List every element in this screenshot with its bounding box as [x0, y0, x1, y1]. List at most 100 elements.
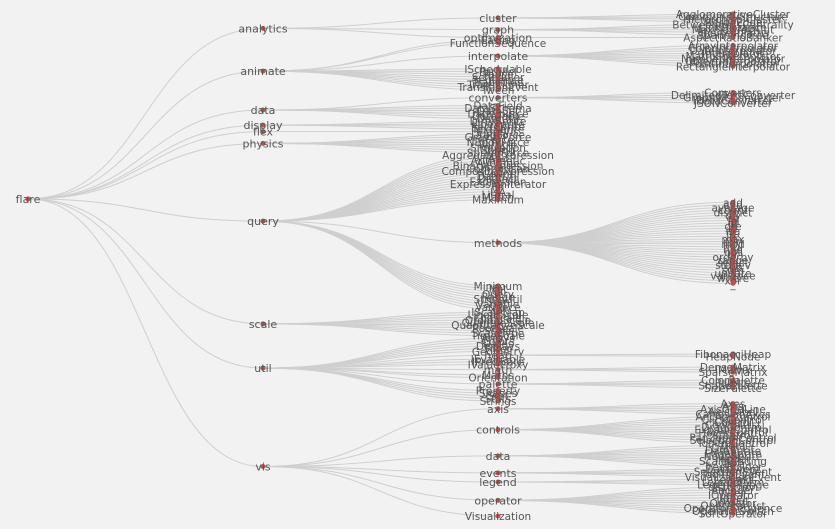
node-dot[interactable]: [730, 63, 736, 69]
tree-node-palette[interactable]: palette: [479, 378, 518, 391]
tree-node-events[interactable]: events: [479, 467, 516, 480]
tree-node-data[interactable]: data: [486, 450, 511, 463]
tree-node-data[interactable]: data: [251, 104, 276, 117]
node-label: Tween: [481, 85, 515, 97]
tree-node-interpolate[interactable]: interpolate: [468, 50, 528, 63]
tree-node-strings[interactable]: Strings: [480, 396, 517, 408]
tree-link: [27, 70, 264, 200]
tree-node-cluster[interactable]: cluster: [479, 12, 517, 25]
tree-link: [262, 220, 499, 287]
node-dot[interactable]: [495, 479, 501, 485]
node-dot[interactable]: [730, 385, 736, 391]
node-label: flex: [253, 126, 274, 139]
tree-link: [497, 481, 734, 486]
tree-node-heapnode[interactable]: HeapNode: [706, 352, 761, 364]
node-dot[interactable]: [495, 15, 501, 21]
node-dot[interactable]: [730, 369, 736, 375]
node-dot[interactable]: [730, 100, 736, 106]
node-dot[interactable]: [495, 453, 501, 459]
tree-link: [262, 455, 499, 468]
node-dot[interactable]: [260, 321, 266, 327]
tree-node-legend[interactable]: legend: [479, 476, 517, 489]
tree-node-rectangleinterpolator[interactable]: RectangleInterpolator: [676, 61, 791, 73]
node-dot[interactable]: [495, 197, 501, 203]
node-dot[interactable]: [730, 510, 736, 516]
tree-node-controls[interactable]: controls: [476, 424, 520, 437]
tree-node-query[interactable]: query: [247, 215, 279, 228]
tree-node-node[interactable]: _: [729, 278, 736, 290]
tree-node-maximum[interactable]: Maximum: [472, 195, 524, 207]
tree-node-scale[interactable]: scale: [249, 318, 278, 331]
tree-link: [262, 466, 499, 501]
tree-node-orientation[interactable]: Orientation: [468, 372, 527, 384]
tree-node-jsonconverter[interactable]: JSONConverter: [693, 98, 773, 110]
node-dot[interactable]: [495, 361, 501, 367]
tree-node-sizepalette[interactable]: SizePalette: [704, 383, 762, 395]
node-dot[interactable]: [495, 406, 501, 412]
node-label: vis: [255, 461, 271, 474]
tree-node-sparsematrix[interactable]: SparseMatrix: [698, 367, 767, 379]
node-dot[interactable]: [495, 27, 501, 33]
node-dot[interactable]: [730, 35, 736, 41]
node-dot[interactable]: [260, 122, 266, 128]
tree-node-physics[interactable]: physics: [242, 137, 283, 150]
tree-node-aspectratiobanker[interactable]: AspectRatioBanker: [683, 33, 783, 45]
tree-node-display[interactable]: display: [243, 119, 283, 132]
tree-node-animate[interactable]: animate: [240, 65, 286, 78]
tree-node-tween[interactable]: Tween: [481, 85, 515, 97]
tree-node-vis[interactable]: vis: [255, 461, 271, 474]
node-label: legend: [479, 476, 517, 489]
node-dot[interactable]: [495, 381, 501, 387]
tree-link: [262, 42, 499, 72]
tree-node-visualization[interactable]: Visualization: [465, 511, 531, 523]
node-dot[interactable]: [260, 464, 266, 470]
node-dot[interactable]: [495, 87, 501, 93]
node-dot[interactable]: [495, 427, 501, 433]
node-dot[interactable]: [25, 196, 31, 202]
node-dot[interactable]: [495, 398, 501, 404]
node-dot[interactable]: [495, 367, 501, 373]
tree-node-heap[interactable]: heap: [484, 349, 511, 362]
node-dot[interactable]: [495, 53, 501, 59]
tree-node-flex[interactable]: flex: [253, 126, 274, 139]
tree-link: [497, 354, 734, 358]
tree-node-util[interactable]: util: [254, 362, 271, 375]
tree-link: [262, 220, 499, 300]
tree-node-graph[interactable]: graph: [482, 24, 514, 37]
tree-link: [497, 242, 734, 279]
node-dot[interactable]: [260, 140, 266, 146]
tree-node-functionsequence[interactable]: FunctionSequence: [450, 38, 546, 50]
node-dot[interactable]: [730, 354, 736, 360]
node-dot[interactable]: [495, 470, 501, 476]
node-dot[interactable]: [260, 107, 266, 113]
tree-node-analytics[interactable]: analytics: [238, 22, 287, 35]
tree-node-axis[interactable]: axis: [487, 403, 509, 416]
node-dot[interactable]: [495, 40, 501, 46]
tree-link: [262, 124, 499, 130]
tree-link: [27, 198, 264, 369]
node-dot[interactable]: [495, 497, 501, 503]
tree-node-flare[interactable]: flare: [16, 193, 41, 206]
node-dot[interactable]: [260, 129, 266, 135]
node-dot[interactable]: [495, 240, 501, 246]
node-label: interpolate: [468, 50, 528, 63]
node-dot[interactable]: [730, 280, 736, 286]
node-dot[interactable]: [260, 25, 266, 31]
tree-link: [27, 109, 264, 200]
node-dot[interactable]: [260, 68, 266, 74]
tree-node-geometry[interactable]: Geometry: [472, 346, 524, 358]
node-dot[interactable]: [495, 513, 501, 519]
node-dot[interactable]: [495, 374, 501, 380]
tree-node-methods[interactable]: methods: [474, 237, 522, 250]
node-label: events: [479, 467, 516, 480]
tree-node-math[interactable]: math: [484, 364, 513, 377]
tree-link: [497, 429, 734, 444]
node-dot[interactable]: [495, 95, 501, 101]
tree-node-converters[interactable]: converters: [469, 92, 528, 105]
node-dot[interactable]: [260, 365, 266, 371]
tree-node-ivalueproxy[interactable]: IValueProxy: [468, 359, 529, 371]
tree-node-sortoperator[interactable]: SortOperator: [699, 508, 768, 520]
node-dot[interactable]: [260, 218, 266, 224]
tree-link: [27, 124, 264, 200]
tree-node-operator[interactable]: operator: [474, 494, 522, 507]
